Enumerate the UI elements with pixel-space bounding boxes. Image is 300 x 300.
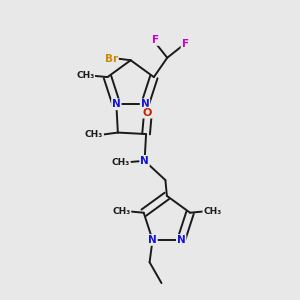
Text: N: N bbox=[177, 235, 186, 245]
Text: CH₃: CH₃ bbox=[76, 71, 94, 80]
Text: F: F bbox=[182, 39, 189, 49]
Text: CH₃: CH₃ bbox=[203, 207, 221, 216]
Text: N: N bbox=[140, 156, 149, 166]
Text: F: F bbox=[152, 35, 160, 45]
Text: N: N bbox=[112, 99, 121, 109]
Text: N: N bbox=[148, 235, 157, 245]
Text: CH₃: CH₃ bbox=[85, 130, 103, 140]
Text: CH₃: CH₃ bbox=[112, 158, 130, 167]
Text: Br: Br bbox=[105, 54, 118, 64]
Text: O: O bbox=[143, 108, 152, 118]
Text: N: N bbox=[141, 99, 149, 109]
Text: CH₃: CH₃ bbox=[112, 207, 130, 216]
